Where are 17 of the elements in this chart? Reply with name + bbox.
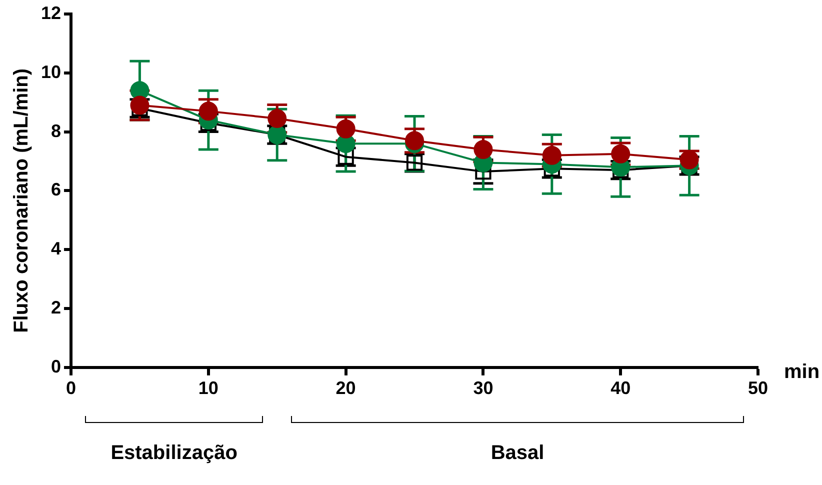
x-tick-label: 10 <box>198 378 218 398</box>
x-tick-label: 20 <box>336 378 356 398</box>
y-tick-label: 2 <box>51 297 62 318</box>
y-tick-label: 10 <box>40 62 62 82</box>
text: Basal <box>490 442 546 466</box>
y-tick-label: 8 <box>51 120 62 141</box>
x-tick-label: 50 <box>748 378 768 398</box>
text: Estabilização <box>110 442 238 466</box>
y-tick-label: 6 <box>51 180 62 200</box>
x-axis-title: min <box>784 360 820 383</box>
x-tick-label: 0 <box>66 378 76 398</box>
x-tick-label: 30 <box>473 378 494 398</box>
x-tick-label: 40 <box>610 378 631 398</box>
y-tick-label: 0 <box>51 356 62 376</box>
y-axis-title: Fluxo coronariano (mL/min) <box>10 68 33 333</box>
y-tick-label: 4 <box>51 238 62 259</box>
y-tick-label: 12 <box>40 2 62 23</box>
